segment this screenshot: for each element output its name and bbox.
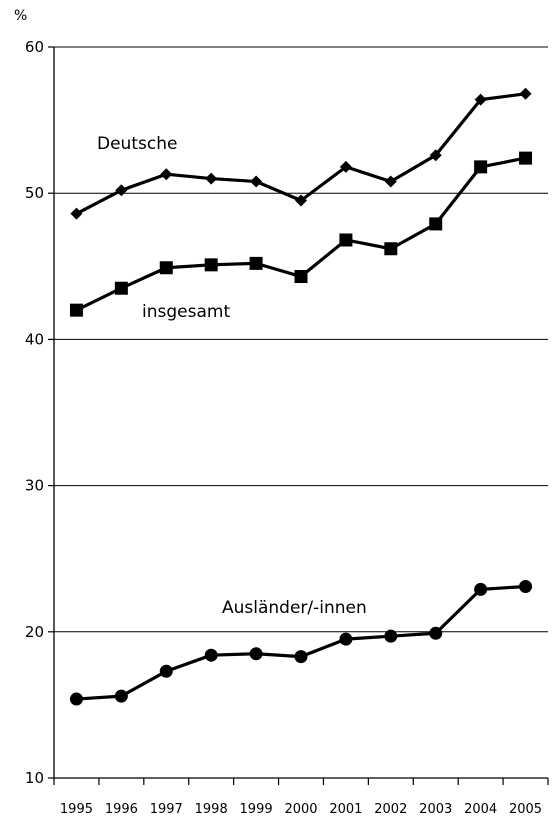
- y-tick-label-20: 20: [25, 623, 44, 641]
- axes: 10 20 30 40 50 60 1995 1996 1997 1998 1999 2000 2001…: [25, 38, 549, 817]
- y-axis-unit-label: %: [14, 8, 27, 24]
- data-point-1-1999: [249, 256, 263, 270]
- data-point-1-2002: [384, 242, 398, 256]
- data-point-2-2005: [519, 579, 533, 593]
- y-tick-label-30: 30: [25, 477, 44, 495]
- data-point-2-2003: [429, 626, 443, 640]
- x-tick-label-2000: 2000: [284, 802, 317, 817]
- x-tick-label-1999: 1999: [240, 802, 273, 817]
- data-point-2-2001: [339, 632, 353, 646]
- data-point-1-1998: [204, 258, 218, 272]
- data-point-0-1998: [205, 172, 218, 185]
- data-point-0-2002: [384, 175, 397, 188]
- x-tick-label-1998: 1998: [195, 802, 228, 817]
- x-tick-label-2002: 2002: [374, 802, 407, 817]
- data-point-0-1997: [160, 168, 173, 181]
- data-point-0-2004: [474, 93, 487, 106]
- data-point-2-1997: [159, 664, 173, 678]
- x-tick-label-1995: 1995: [60, 802, 93, 817]
- y-tick-label-60: 60: [25, 38, 44, 56]
- data-point-1-1996: [114, 281, 128, 295]
- data-point-0-2000: [295, 194, 307, 207]
- data-point-2-1996: [114, 689, 128, 703]
- data-point-0-2003: [429, 149, 442, 162]
- labels: % Deutsche insgesamt Ausländer/-innen: [14, 8, 367, 618]
- data-point-0-1995: [70, 207, 83, 220]
- data-point-1-1995: [69, 303, 83, 317]
- x-tick-label-2005: 2005: [509, 802, 542, 817]
- data-point-0-1999: [250, 175, 263, 188]
- data-point-1-2005: [519, 151, 533, 165]
- data-point-2-2000: [294, 650, 308, 664]
- data-point-2-2002: [384, 629, 398, 643]
- y-tick-label-40: 40: [25, 330, 44, 348]
- series-label-insgesamt: insgesamt: [142, 302, 230, 322]
- data-point-0-2001: [339, 160, 352, 173]
- data-point-1-2001: [339, 233, 353, 247]
- series-label-auslaender: Ausländer/-innen: [222, 598, 367, 618]
- x-tick-label-1996: 1996: [105, 802, 138, 817]
- grid-lines: [54, 46, 548, 633]
- data-point-2-1999: [249, 647, 263, 661]
- series-label-deutsche: Deutsche: [97, 134, 177, 154]
- data-point-0-1996: [115, 184, 128, 197]
- data-point-0-2005: [519, 87, 532, 100]
- data-point-2-1995: [69, 692, 83, 706]
- series-lines: [69, 87, 533, 706]
- y-tick-label-10: 10: [25, 769, 44, 787]
- data-point-1-2003: [429, 217, 443, 231]
- x-tick-label-2003: 2003: [419, 802, 452, 817]
- x-tick-label-1997: 1997: [150, 802, 183, 817]
- data-point-2-1998: [204, 648, 218, 662]
- data-point-2-2004: [474, 582, 488, 596]
- data-point-1-2004: [474, 160, 488, 174]
- x-tick-label-2004: 2004: [464, 802, 497, 817]
- data-point-1-2000: [294, 270, 308, 284]
- data-point-1-1997: [159, 261, 173, 275]
- x-tick-label-2001: 2001: [329, 802, 362, 817]
- y-tick-label-50: 50: [25, 184, 44, 202]
